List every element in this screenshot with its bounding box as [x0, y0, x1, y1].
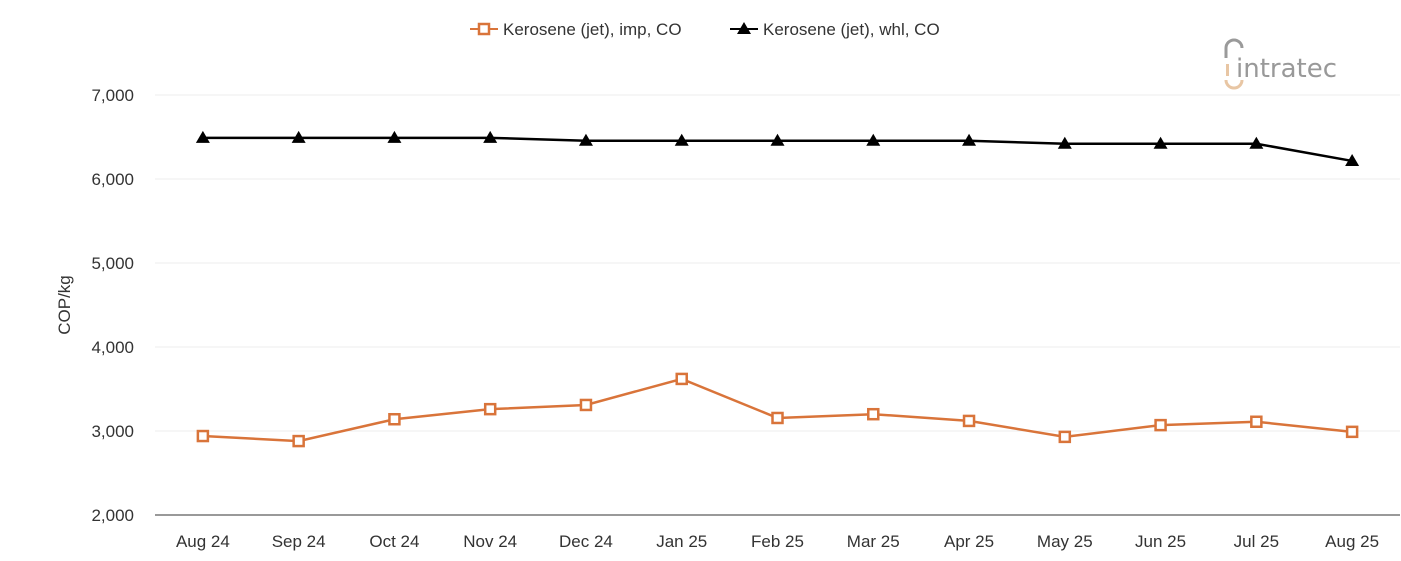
- data-point: [292, 434, 305, 448]
- y-tick-label: 2,000: [91, 506, 134, 525]
- x-tick-label: Aug 24: [176, 532, 230, 551]
- y-tick-label: 6,000: [91, 170, 134, 189]
- x-axis-ticks: Aug 24 Sep 24 Oct 24 Nov 24 Dec 24 Jan 25 Feb …: [176, 532, 1379, 551]
- y-axis-ticks: 2,000 3,000 4,000 5,000 6,000 7,000: [91, 86, 134, 525]
- data-point: [1057, 136, 1072, 149]
- data-point: [771, 411, 784, 425]
- x-tick-label: Sep 24: [272, 532, 326, 551]
- series: [195, 130, 1360, 448]
- x-tick-label: Apr 25: [944, 532, 994, 551]
- data-point: [1250, 415, 1263, 429]
- intratec-logo: intratec: [1224, 38, 1337, 90]
- x-tick-label: May 25: [1037, 532, 1093, 551]
- legend-item: Kerosene (jet), imp, CO: [470, 20, 682, 39]
- data-point: [675, 372, 688, 386]
- series-whl: [195, 130, 1360, 166]
- data-point: [962, 133, 977, 146]
- x-tick-label: Feb 25: [751, 532, 804, 551]
- data-point: [1345, 153, 1360, 166]
- data-point: [1154, 418, 1167, 432]
- data-point: [674, 133, 689, 146]
- data-point: [962, 414, 976, 428]
- data-point: [387, 130, 402, 143]
- x-tick-label: Oct 24: [369, 532, 419, 551]
- data-point: [477, 22, 491, 36]
- data-point: [866, 133, 881, 146]
- data-point: [737, 22, 751, 34]
- data-point: [578, 133, 593, 146]
- x-tick-label: Jul 25: [1234, 532, 1279, 551]
- svg-text:intratec: intratec: [1236, 54, 1337, 84]
- legend-item: Kerosene (jet), whl, CO: [730, 20, 940, 39]
- y-tick-label: 3,000: [91, 422, 134, 441]
- x-tick-label: Jun 25: [1135, 532, 1186, 551]
- data-point: [483, 130, 498, 143]
- y-tick-label: 7,000: [91, 86, 134, 105]
- series-imp: [196, 372, 1359, 448]
- series-line: [202, 377, 1353, 443]
- data-point: [867, 407, 880, 421]
- gridlines: [155, 94, 1400, 516]
- y-axis-label: COP/kg: [55, 275, 74, 335]
- data-point: [388, 412, 401, 426]
- data-point: [1345, 425, 1359, 439]
- legend: Kerosene (jet), imp, CO Kerosene (jet), w…: [470, 20, 940, 39]
- y-tick-label: 5,000: [91, 254, 134, 273]
- data-point: [196, 429, 210, 443]
- data-point: [1153, 136, 1168, 149]
- x-tick-label: Mar 25: [847, 532, 900, 551]
- data-point: [195, 130, 210, 143]
- x-tick-label: Dec 24: [559, 532, 613, 551]
- y-tick-label: 4,000: [91, 338, 134, 357]
- data-point: [1249, 136, 1264, 149]
- legend-label: Kerosene (jet), whl, CO: [763, 20, 940, 39]
- data-point: [1058, 430, 1072, 444]
- data-point: [483, 402, 497, 416]
- x-tick-label: Aug 25: [1325, 532, 1379, 551]
- x-tick-label: Nov 24: [463, 532, 517, 551]
- legend-label: Kerosene (jet), imp, CO: [503, 20, 682, 39]
- data-point: [770, 133, 785, 146]
- data-point: [579, 398, 593, 412]
- data-point: [291, 130, 306, 143]
- x-tick-label: Jan 25: [656, 532, 707, 551]
